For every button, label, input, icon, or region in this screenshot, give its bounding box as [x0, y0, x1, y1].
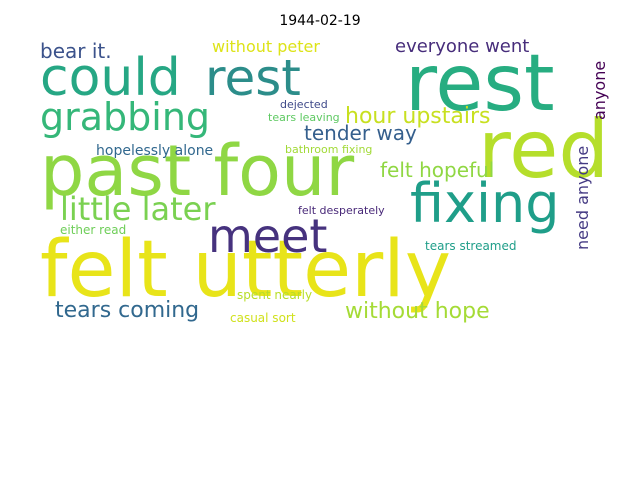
word: red: [478, 103, 609, 196]
word: dejected: [280, 98, 328, 111]
word: either read: [60, 223, 126, 237]
cloud-area: [40, 38, 606, 328]
word: rest: [205, 49, 301, 107]
word: bathroom fixing: [285, 143, 372, 156]
word: casual sort: [230, 311, 296, 325]
word: tears streamed: [425, 239, 517, 253]
word: spent nearly: [237, 288, 312, 302]
word: fixing: [410, 172, 559, 235]
word: felt utterly: [40, 225, 451, 315]
word: past four: [40, 130, 354, 212]
word: everyone went: [395, 36, 529, 57]
word: tears leaving: [268, 111, 340, 124]
word: hour upstairs: [345, 104, 490, 129]
word: felt hopeful: [380, 158, 494, 182]
word: tears coming: [55, 298, 199, 323]
word: tender way: [304, 121, 417, 145]
word: rest: [405, 39, 555, 129]
word: without hope: [345, 299, 490, 324]
word: meet: [208, 209, 327, 263]
word: felt desperately: [298, 204, 385, 217]
chart-title: 1944-02-19: [279, 13, 360, 29]
word: grabbing: [40, 95, 210, 139]
word: anyone: [590, 61, 609, 120]
word: bear it.: [40, 39, 112, 63]
word: without peter: [212, 37, 320, 56]
word: need anyone: [573, 146, 592, 250]
word: hopelessly alone: [96, 143, 213, 159]
word: little later: [60, 190, 216, 228]
word: could: [40, 48, 181, 108]
